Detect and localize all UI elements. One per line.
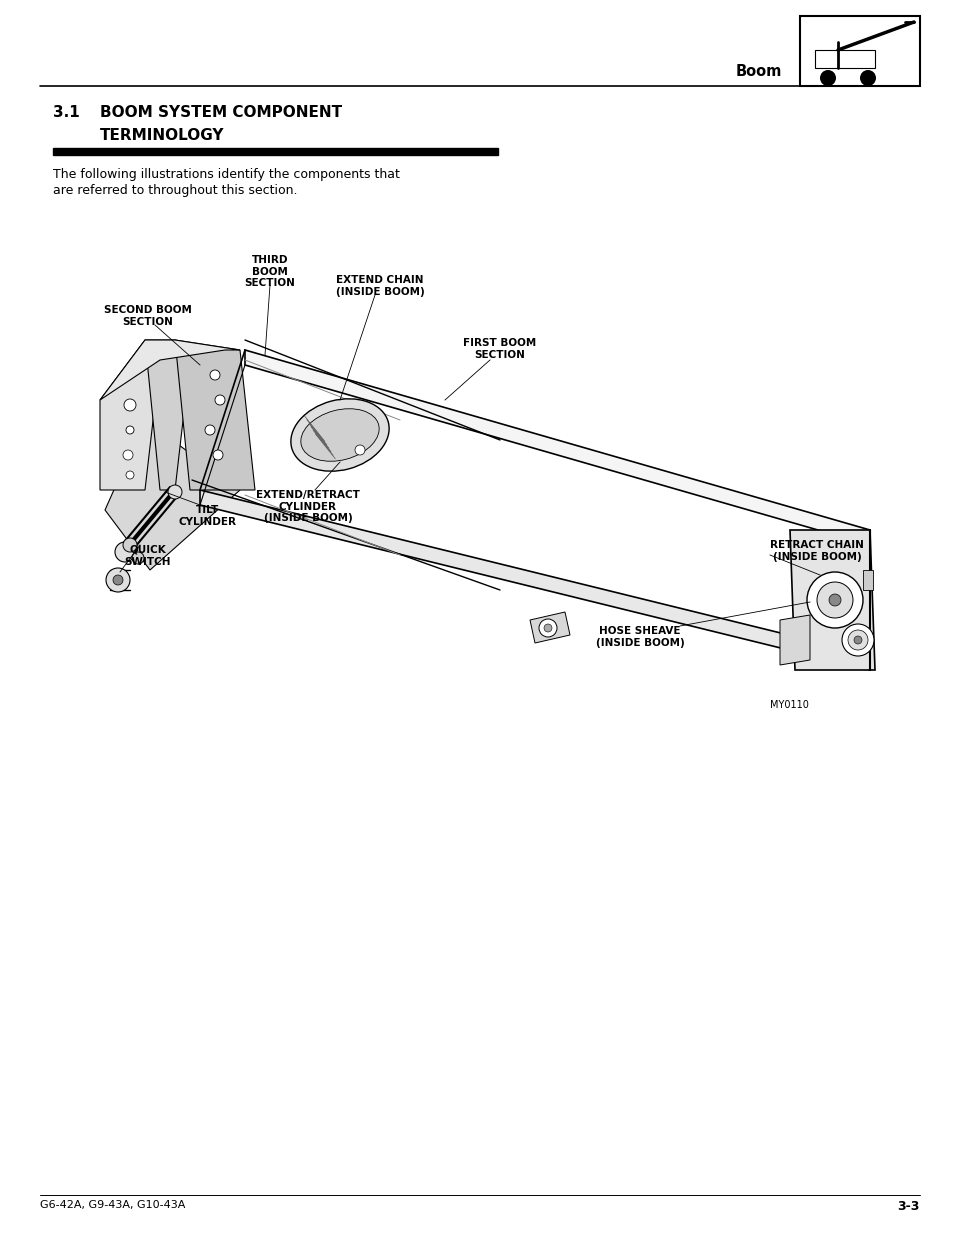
- Text: EXTEND/RETRACT
CYLINDER
(INSIDE BOOM): EXTEND/RETRACT CYLINDER (INSIDE BOOM): [255, 490, 359, 524]
- Text: are referred to throughout this section.: are referred to throughout this section.: [53, 184, 297, 198]
- Bar: [814, 49, 874, 68]
- Circle shape: [828, 594, 841, 606]
- Circle shape: [847, 630, 867, 650]
- Text: THIRD
BOOM
SECTION: THIRD BOOM SECTION: [244, 254, 295, 288]
- Circle shape: [213, 450, 223, 459]
- Circle shape: [123, 538, 137, 552]
- Circle shape: [355, 445, 365, 454]
- Circle shape: [859, 70, 875, 86]
- Circle shape: [106, 568, 130, 592]
- Polygon shape: [100, 340, 160, 490]
- Circle shape: [214, 395, 225, 405]
- Circle shape: [124, 399, 136, 411]
- Text: SECOND BOOM
SECTION: SECOND BOOM SECTION: [104, 305, 192, 326]
- Circle shape: [543, 624, 552, 632]
- Circle shape: [853, 636, 862, 643]
- Circle shape: [816, 582, 852, 618]
- Circle shape: [123, 450, 132, 459]
- Polygon shape: [245, 350, 869, 545]
- Circle shape: [126, 471, 133, 479]
- Polygon shape: [100, 340, 240, 400]
- Text: TILT
CYLINDER: TILT CYLINDER: [179, 505, 236, 526]
- Text: TERMINOLOGY: TERMINOLOGY: [100, 128, 224, 143]
- Circle shape: [806, 572, 862, 629]
- Text: 3-3: 3-3: [897, 1200, 919, 1213]
- Circle shape: [168, 485, 182, 499]
- Text: Boom: Boom: [735, 64, 781, 79]
- Polygon shape: [145, 340, 190, 490]
- Text: The following illustrations identify the components that: The following illustrations identify the…: [53, 168, 399, 182]
- Polygon shape: [780, 615, 809, 664]
- Circle shape: [126, 426, 133, 433]
- Polygon shape: [174, 340, 254, 490]
- Text: RETRACT CHAIN
(INSIDE BOOM): RETRACT CHAIN (INSIDE BOOM): [769, 540, 863, 562]
- Circle shape: [115, 542, 135, 562]
- Circle shape: [112, 576, 123, 585]
- Circle shape: [820, 70, 835, 86]
- Polygon shape: [200, 490, 869, 671]
- Circle shape: [205, 425, 214, 435]
- Text: QUICK
SWITCH: QUICK SWITCH: [125, 545, 172, 567]
- Polygon shape: [530, 613, 569, 643]
- Text: MY0110: MY0110: [769, 700, 808, 710]
- Circle shape: [132, 552, 144, 564]
- Polygon shape: [105, 420, 240, 571]
- Text: G6-42A, G9-43A, G10-43A: G6-42A, G9-43A, G10-43A: [40, 1200, 185, 1210]
- Text: BOOM SYSTEM COMPONENT: BOOM SYSTEM COMPONENT: [100, 105, 342, 120]
- Ellipse shape: [300, 409, 378, 462]
- Ellipse shape: [291, 399, 389, 472]
- Polygon shape: [789, 530, 874, 671]
- Bar: [800, 16, 919, 86]
- Text: FIRST BOOM
SECTION: FIRST BOOM SECTION: [463, 338, 536, 359]
- Bar: [53, 148, 497, 156]
- Text: 3.1: 3.1: [53, 105, 80, 120]
- Text: EXTEND CHAIN
(INSIDE BOOM): EXTEND CHAIN (INSIDE BOOM): [335, 275, 424, 296]
- Bar: [862, 571, 872, 590]
- Text: HOSE SHEAVE
(INSIDE BOOM): HOSE SHEAVE (INSIDE BOOM): [595, 626, 683, 647]
- Circle shape: [210, 370, 220, 380]
- Circle shape: [538, 619, 557, 637]
- Circle shape: [841, 624, 873, 656]
